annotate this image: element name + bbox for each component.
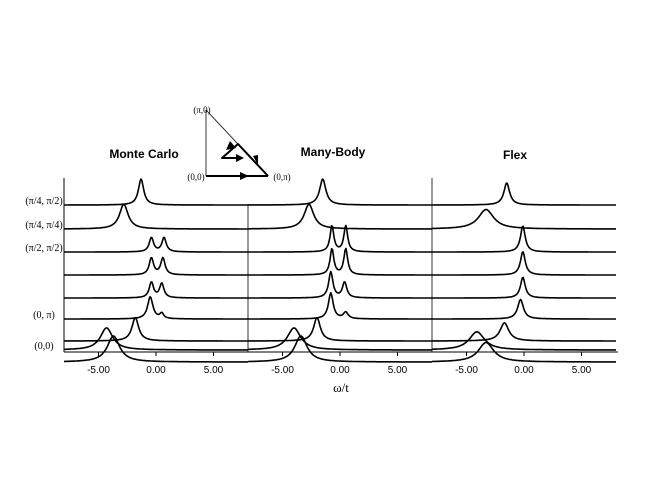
spectrum-curve-panel1-k6 (64, 295, 248, 320)
spectrum-curve-panel3-k5 (432, 276, 616, 299)
spectrum-curve-panel2-k5 (248, 270, 432, 299)
x-tick-label-panel1-1: 0.00 (146, 365, 166, 376)
spectrum-curve-panel1-k2 (64, 203, 248, 230)
x-tick-label-panel3-1: 0.00 (514, 365, 534, 376)
spectrum-curve-panel1-k4 (64, 256, 248, 276)
x-tick-label-panel2-0: -5.00 (271, 365, 294, 376)
spectrum-curve-panel3-k2 (431, 208, 616, 230)
spectrum-curve-panel2-k9 (248, 327, 432, 351)
inset-arrow-inner-icon (236, 154, 244, 162)
k-point-label-2: (π/2, π/2) (25, 243, 62, 254)
spectrum-curve-panel1-k8 (64, 335, 248, 363)
spectrum-curve-panel2-k6 (248, 292, 432, 320)
spectrum-curve-panel3-k3 (432, 225, 616, 253)
panel-title-many-body: Many-Body (301, 145, 366, 159)
x-axis-ticks: -5.00 0.00 5.00 -5.00 0.00 5.00 -5.00 0.00 5.00 (87, 352, 592, 376)
x-tick-label-panel3-2: 5.00 (572, 365, 592, 376)
spectrum-curve-panel3-k7 (432, 322, 616, 342)
spectrum-curve-panel2-k3 (248, 224, 432, 253)
brillouin-zone-inset: (π,0) (0,0) (0,π) (187, 105, 290, 182)
inset-arrow-upper-icon (226, 141, 236, 150)
k-point-label-0: (π/4, π/2) (25, 196, 62, 207)
spectral-curves (64, 178, 616, 363)
k-point-label-3: (0, π) (33, 310, 55, 321)
x-tick-label-panel2-1: 0.00 (330, 365, 350, 376)
k-point-label-1: (π/4, π/4) (25, 220, 62, 231)
spectrum-curve-panel3-k9 (431, 331, 616, 351)
x-tick-label-panel2-2: 5.00 (388, 365, 408, 376)
spectrum-curve-panel2-k1 (248, 178, 432, 206)
inset-arrow-right-icon (240, 172, 249, 180)
inset-arrow-diagonal-icon (253, 155, 258, 165)
inset-label-0-0: (0,0) (187, 172, 204, 182)
x-axis-label: ω/t (333, 380, 349, 395)
inset-label-pi-0: (π,0) (193, 105, 210, 115)
x-tick-label-panel1-0: -5.00 (87, 365, 110, 376)
spectrum-curve-panel1-k3 (64, 236, 248, 253)
panel-title-flex: Flex (503, 148, 527, 162)
x-tick-label-panel1-2: 5.00 (204, 365, 224, 376)
x-tick-label-panel3-0: -5.00 (455, 365, 478, 376)
spectrum-curve-panel3-k6 (432, 298, 616, 320)
spectrum-curve-panel1-k7 (64, 316, 248, 342)
spectrum-curve-panel2-k2 (248, 203, 432, 230)
spectrum-curve-panel3-k8 (431, 341, 616, 363)
inset-path-loop (221, 143, 269, 177)
spectrum-curve-panel3-k1 (432, 182, 616, 206)
spectrum-curve-panel3-k4 (432, 251, 616, 276)
inset-label-0-pi: (0,π) (273, 172, 290, 182)
spectrum-curve-panel1-k5 (64, 281, 248, 299)
panel-title-monte-carlo: Monte Carlo (109, 147, 178, 161)
k-point-label-4: (0,0) (34, 341, 53, 352)
spectrum-curve-panel2-k7 (248, 317, 432, 342)
spectrum-curve-panel2-k4 (248, 247, 432, 276)
spectrum-curve-panel1-k1 (64, 178, 248, 206)
k-point-labels: (π/4, π/2) (π/4, π/4) (π/2, π/2) (0, π) (0,0… (25, 196, 62, 352)
spectrum-curve-panel1-k9 (64, 327, 248, 351)
spectrum-curve-panel2-k8 (248, 335, 432, 363)
